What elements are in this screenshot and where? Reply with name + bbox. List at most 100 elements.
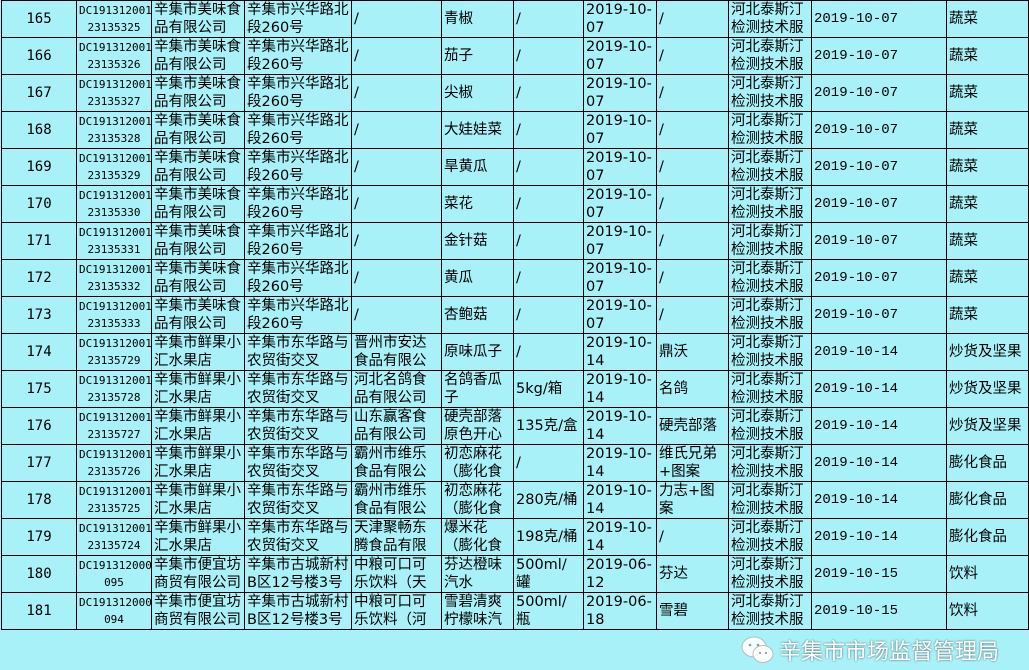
test-date-text: 2019-10-07 (814, 85, 899, 101)
production-date-text: 2019-10-14 (586, 372, 652, 406)
cell-production-date: 2019-06-18 (583, 592, 657, 630)
sample-id-line: 094 (104, 613, 124, 626)
cell-category: 膨化食品 (946, 444, 1029, 482)
address-text: 辛集市兴华路北段260号 (247, 39, 349, 73)
no-text: 181 (26, 603, 52, 619)
company-text: 辛集市鲜果小汇水果店 (154, 520, 241, 554)
no-text: 180 (26, 566, 52, 582)
cell-category: 炒货及坚果 (946, 407, 1029, 445)
cell-sample-id: DC191312001 23135726 (76, 444, 152, 482)
cell-brand: 芬达 (656, 555, 729, 593)
address-text: 辛集市兴华路北段260号 (247, 113, 349, 147)
cell-sample-id: DC191312001 23135725 (76, 481, 152, 519)
sample-id-line: 23135725 (87, 502, 141, 515)
spec-text: / (516, 455, 521, 471)
cell-address: 辛集市东华路与农贸街交叉 (244, 518, 352, 556)
table-row: 167 DC191312001 23135327 辛集市美味食品有限公司 辛集市兴华路北… (1, 74, 1029, 112)
cell-spec: 5kg/箱 (513, 370, 584, 408)
wechat-icon (741, 636, 774, 663)
sample-id-line: 23135727 (87, 428, 141, 441)
production-date-text: 2019-10-07 (586, 224, 652, 258)
test-date-text: 2019-10-07 (814, 196, 899, 212)
company-text: 辛集市鲜果小汇水果店 (154, 335, 241, 369)
test-date-text: 2019-10-14 (814, 344, 899, 360)
cell-company: 辛集市美味食品有限公司 (151, 37, 245, 75)
cell-company: 辛集市美味食品有限公司 (151, 185, 245, 223)
category-text: 膨化食品 (949, 492, 1007, 508)
sample-id-line: 23135325 (87, 21, 141, 34)
cell-address: 辛集市兴华路北段260号 (244, 296, 352, 334)
no-text: 176 (26, 418, 52, 434)
cell-testing-org: 河北泰斯汀检测技术服 (728, 518, 812, 556)
cell-brand: 名鸽 (656, 370, 729, 408)
cell-test-date: 2019-10-07 (811, 148, 947, 186)
production-date-text: 2019-10-14 (586, 520, 652, 554)
cell-sample-id: DC191312001 23135729 (76, 333, 152, 371)
testing-org-text: 河北泰斯汀检测技术服 (731, 594, 804, 628)
cell-production-date: 2019-10-14 (583, 518, 657, 556)
test-date-text: 2019-10-14 (814, 492, 899, 508)
cell-company: 辛集市鲜果小汇水果店 (151, 333, 245, 371)
table-row: 177 DC191312001 23135726 辛集市鲜果小汇水果店 辛集市东华路与农… (1, 444, 1029, 482)
product-text: 尖椒 (444, 85, 473, 101)
cell-producer: / (351, 111, 442, 149)
spec-text: 280克/桶 (516, 492, 578, 508)
testing-org-text: 河北泰斯汀检测技术服 (731, 372, 804, 406)
cell-testing-org: 河北泰斯汀检测技术服 (728, 222, 812, 260)
cell-testing-org: 河北泰斯汀检测技术服 (728, 111, 812, 149)
cell-product: 原味瓜子 (441, 333, 514, 371)
no-text: 166 (26, 48, 52, 64)
company-text: 辛集市美味食品有限公司 (154, 187, 241, 221)
cell-company: 辛集市便宜坊商贸有限公司 (151, 592, 245, 630)
cell-no: 178 (1, 481, 77, 519)
production-date-text: 2019-10-07 (586, 113, 652, 147)
cell-production-date: 2019-10-07 (583, 148, 657, 186)
production-date-text: 2019-10-07 (586, 261, 652, 295)
producer-text: 霸州市维乐食品有限公 (354, 483, 427, 517)
address-text: 辛集市兴华路北段260号 (247, 150, 349, 184)
sample-id-line: DC191312000 (79, 559, 152, 572)
table-row: 171 DC191312001 23135331 辛集市美味食品有限公司 辛集市兴华路北… (1, 222, 1029, 260)
product-text: 爆米花（膨化食 (444, 520, 502, 554)
cell-address: 辛集市东华路与农贸街交叉 (244, 444, 352, 482)
testing-org-text: 河北泰斯汀检测技术服 (731, 557, 804, 591)
cell-product: 大娃娃菜 (441, 111, 514, 149)
cell-address: 辛集市兴华路北段260号 (244, 0, 352, 38)
cell-company: 辛集市便宜坊商贸有限公司 (151, 555, 245, 593)
producer-text: / (354, 159, 359, 175)
production-date-text: 2019-10-14 (586, 483, 652, 517)
company-text: 辛集市美味食品有限公司 (154, 113, 241, 147)
cell-brand: 硬壳部落 (656, 407, 729, 445)
cell-sample-id: DC191312001 23135333 (76, 296, 152, 334)
cell-test-date: 2019-10-14 (811, 518, 947, 556)
product-text: 青椒 (444, 11, 473, 27)
no-text: 167 (26, 85, 52, 101)
cell-producer: / (351, 148, 442, 186)
cell-no: 180 (1, 555, 77, 593)
table-row: 170 DC191312001 23135330 辛集市美味食品有限公司 辛集市兴华路北… (1, 185, 1029, 223)
sample-id-line: DC191312001 (79, 337, 152, 350)
cell-producer: / (351, 296, 442, 334)
cell-product: 黄瓜 (441, 259, 514, 297)
cell-address: 辛集市兴华路北段260号 (244, 222, 352, 260)
address-text: 辛集市兴华路北段260号 (247, 224, 349, 258)
company-text: 辛集市美味食品有限公司 (154, 261, 241, 295)
brand-text: 雪碧 (659, 603, 688, 619)
category-text: 蔬菜 (949, 159, 978, 175)
cell-address: 辛集市古城新村B区12号楼3号 (244, 555, 352, 593)
cell-sample-id: DC191312000 094 (76, 592, 152, 630)
producer-text: 中粮可口可乐饮料（天 (354, 557, 427, 591)
cell-address: 辛集市兴华路北段260号 (244, 148, 352, 186)
cell-testing-org: 河北泰斯汀检测技术服 (728, 370, 812, 408)
company-text: 辛集市鲜果小汇水果店 (154, 483, 241, 517)
test-date-text: 2019-10-14 (814, 418, 899, 434)
no-text: 179 (26, 529, 52, 545)
cell-company: 辛集市美味食品有限公司 (151, 74, 245, 112)
sample-id-line: DC191312001 (79, 41, 152, 54)
no-text: 174 (26, 344, 52, 360)
cell-spec: 198克/桶 (513, 518, 584, 556)
cell-address: 辛集市兴华路北段260号 (244, 259, 352, 297)
test-date-text: 2019-10-07 (814, 122, 899, 138)
cell-no: 171 (1, 222, 77, 260)
category-text: 蔬菜 (949, 85, 978, 101)
